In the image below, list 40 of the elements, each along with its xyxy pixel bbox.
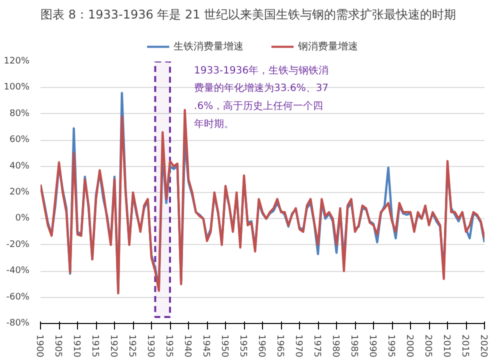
x-tick-label: 2020: [478, 334, 488, 358]
x-tick-label: 1940: [182, 334, 192, 358]
x-tick-label: 1980: [330, 334, 340, 358]
y-tick-label: -60%: [6, 292, 30, 302]
x-tick-label: 1960: [256, 334, 266, 358]
x-tick-label: 1950: [219, 334, 229, 358]
x-tick-label: 2000: [404, 334, 414, 358]
y-tick-label: 0%: [15, 214, 30, 224]
x-tick-label: 1930: [145, 334, 155, 358]
y-tick-label: 100%: [4, 82, 30, 93]
x-tick-label: 1915: [90, 334, 100, 358]
x-tick-label: 2005: [422, 334, 432, 358]
chart-title: 图表 8：1933-1936 年是 21 世纪以来美国生铁与钢的需求扩张最快速的时期: [40, 8, 456, 22]
y-tick-label: 60%: [9, 135, 30, 146]
x-tick-label: 1970: [293, 334, 303, 358]
y-tick-label: -80%: [6, 318, 30, 328]
x-tick-label: 1995: [386, 334, 396, 358]
y-tick-label: 40%: [9, 161, 30, 172]
legend-label: 生铁消费量增速: [174, 40, 244, 52]
x-tick-label: 1985: [348, 334, 358, 358]
x-tick-label: 1945: [200, 334, 210, 358]
x-tick-label: 1990: [367, 334, 377, 358]
y-tick-label: -20%: [6, 240, 30, 250]
band-label: 1933-1936年，生铁与钢铁消费量的年化增速为33.6%、37.6%，高于历史上任何一个四年时期。: [194, 64, 329, 130]
legend-label: 钢消费量增速: [297, 40, 358, 52]
y-tick-label: -40%: [6, 266, 30, 276]
y-tick-label: 20%: [9, 188, 30, 198]
x-tick-label: 1910: [71, 334, 81, 358]
x-tick-label: 1955: [238, 334, 248, 358]
x-tick-label: 2010: [441, 334, 451, 358]
x-tick-label: 1925: [126, 334, 136, 358]
x-tick-label: 1975: [312, 334, 322, 358]
x-tick-label: 1900: [34, 334, 44, 358]
x-tick-label: 1905: [52, 334, 62, 358]
y-tick-label: 80%: [9, 108, 30, 119]
y-tick-label: 120%: [4, 56, 30, 66]
x-tick-label: 2015: [460, 334, 470, 358]
x-tick-label: 1920: [108, 334, 118, 358]
x-tick-label: 1935: [164, 334, 174, 358]
x-tick-label: 1965: [274, 334, 284, 358]
